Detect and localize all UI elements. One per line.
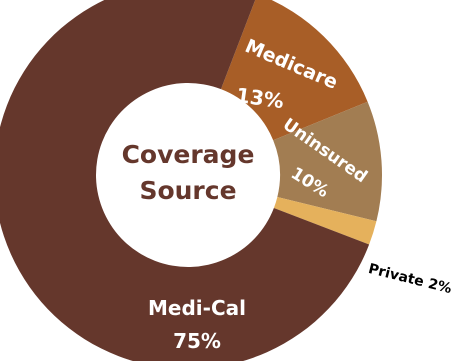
slice-medicare xyxy=(220,0,368,141)
slice-label-medi-cal: Medi-Cal xyxy=(148,296,246,320)
donut-slices xyxy=(0,0,382,361)
slice-uninsured xyxy=(273,101,382,222)
slice-value-private: 2% xyxy=(426,276,453,297)
slice-private xyxy=(273,196,377,245)
donut-center-title: Coverage Source xyxy=(122,140,255,205)
center-title-line-2: Source xyxy=(139,176,236,205)
slice-label-private-name: Private xyxy=(367,261,426,290)
slice-value-medi-cal: 75% xyxy=(173,329,221,353)
center-title-line-1: Coverage xyxy=(122,140,255,169)
slice-label-private: Private 2% xyxy=(367,261,454,297)
slice-medi-cal xyxy=(0,0,370,361)
